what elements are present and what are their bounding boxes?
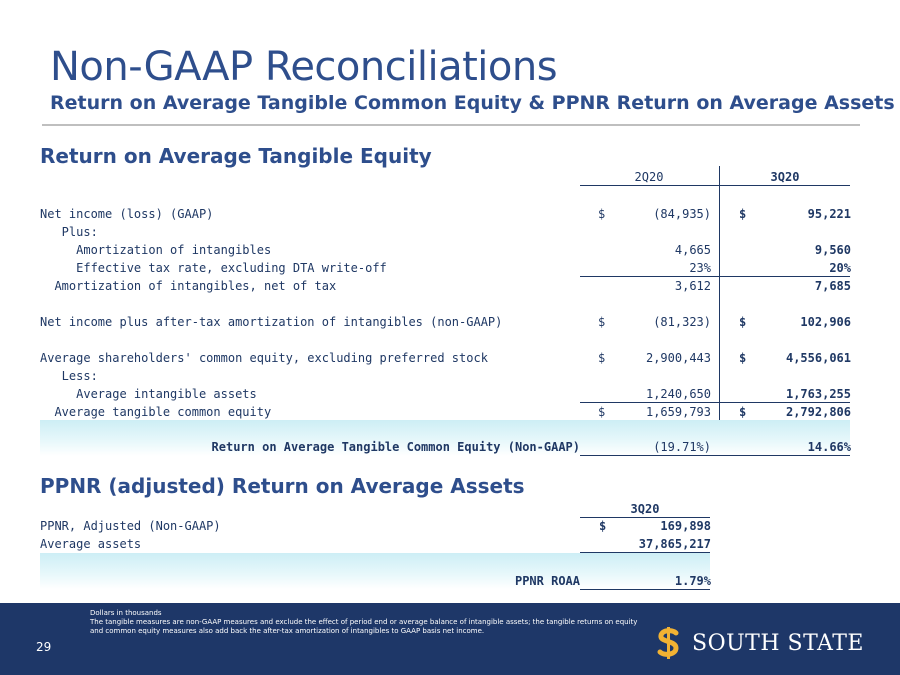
result-highlight-band	[40, 553, 710, 589]
column-divider	[719, 166, 720, 455]
row-label-avg-equity: Average shareholders' common equity, exc…	[40, 351, 488, 365]
rotce-col2-header: 3Q20	[770, 170, 800, 184]
dollar-sign: $	[598, 351, 606, 365]
value-2q20-net-income: (84,935)	[653, 207, 711, 221]
value-3q20-net-income: 95,221	[807, 207, 851, 221]
value-2q20-amortization: 4,665	[674, 243, 711, 257]
page-subtitle: Return on Average Tangible Common Equity…	[50, 92, 895, 114]
subtotal-underline	[580, 402, 850, 403]
header-underline	[580, 185, 850, 186]
row-label-net-income-plus: Net income plus after-tax amortization o…	[40, 315, 503, 329]
subtotal-underline	[580, 552, 710, 553]
row-label-tax-rate: Effective tax rate, excluding DTA write-…	[40, 261, 387, 275]
dollar-sign: $	[739, 315, 747, 329]
rotce-result-label: Return on Average Tangible Common Equity…	[211, 440, 580, 454]
result-underline	[580, 589, 710, 590]
dollar-sign: $	[598, 207, 606, 221]
dollar-sign: $	[598, 315, 606, 329]
page-title: Non-GAAP Reconciliations	[50, 44, 558, 90]
row-label-avg-tce: Average tangible common equity	[40, 405, 272, 419]
value-2q20-amortization-net: 3,612	[674, 279, 711, 293]
header-underline	[580, 517, 710, 518]
value-3q20-avg-intangibles: 1,763,255	[785, 387, 851, 401]
value-3q20-ppnr-roaa: 1.79%	[674, 574, 711, 588]
row-label-amortization: Amortization of intangibles	[40, 243, 272, 257]
row-label-avg-assets: Average assets	[40, 537, 142, 551]
value-2q20-rotce: (19.71%)	[653, 440, 711, 454]
dollar-sign: $	[599, 519, 607, 533]
row-label-avg-intangibles: Average intangible assets	[40, 387, 257, 401]
footer-bar: 29 Dollars in thousands The tangible mea…	[0, 603, 900, 675]
row-label-ppnr: PPNR, Adjusted (Non-GAAP)	[40, 519, 221, 533]
result-highlight-band	[40, 420, 850, 456]
value-2q20-avg-intangibles: 1,240,650	[645, 387, 711, 401]
footnote: Dollars in thousands The tangible measur…	[90, 609, 650, 636]
subtotal-underline	[580, 276, 850, 277]
value-3q20-tax-rate: 20%	[829, 261, 851, 275]
page-number: 29	[36, 640, 52, 654]
logo-wordmark: SOUTH STATE	[692, 631, 864, 656]
value-3q20-rotce: 14.66%	[807, 440, 851, 454]
value-2q20-tax-rate: 23%	[689, 261, 711, 275]
value-3q20-avg-tce: 2,792,806	[785, 405, 851, 419]
value-3q20-amortization-net: 7,685	[814, 279, 851, 293]
footnote-line-2: The tangible measures are non-GAAP measu…	[90, 618, 638, 635]
value-2q20-avg-tce: 1,659,793	[645, 405, 711, 419]
dollar-sign: $	[739, 207, 747, 221]
ppnr-col1-header: 3Q20	[630, 502, 660, 516]
rotce-heading: Return on Average Tangible Equity	[40, 144, 432, 168]
footnote-line-1: Dollars in thousands	[90, 609, 162, 617]
row-label-less: Less:	[40, 369, 98, 383]
dollar-sign: $	[739, 351, 747, 365]
row-label-net-income: Net income (loss) (GAAP)	[40, 207, 214, 221]
value-2q20-avg-equity: 2,900,443	[645, 351, 711, 365]
row-label-amortization-net: Amortization of intangibles, net of tax	[40, 279, 337, 293]
dollar-sign: $	[598, 405, 606, 419]
value-3q20-avg-equity: 4,556,061	[785, 351, 851, 365]
result-underline	[580, 455, 850, 456]
row-label-plus: Plus:	[40, 225, 98, 239]
rotce-col1-header: 2Q20	[634, 170, 664, 184]
ppnr-result-label: PPNR ROAA	[514, 574, 580, 588]
value-3q20-amortization: 9,560	[814, 243, 851, 257]
value-3q20-net-income-plus: 102,906	[800, 315, 851, 329]
value-3q20-ppnr: 169,898	[660, 519, 711, 533]
value-3q20-avg-assets: 37,865,217	[638, 537, 711, 551]
value-2q20-net-income-plus: (81,323)	[653, 315, 711, 329]
dollar-s-icon	[657, 627, 679, 659]
title-divider	[42, 124, 860, 126]
ppnr-heading: PPNR (adjusted) Return on Average Assets	[40, 474, 525, 498]
dollar-sign: $	[739, 405, 747, 419]
company-logo: SOUTH STATE	[654, 627, 864, 659]
